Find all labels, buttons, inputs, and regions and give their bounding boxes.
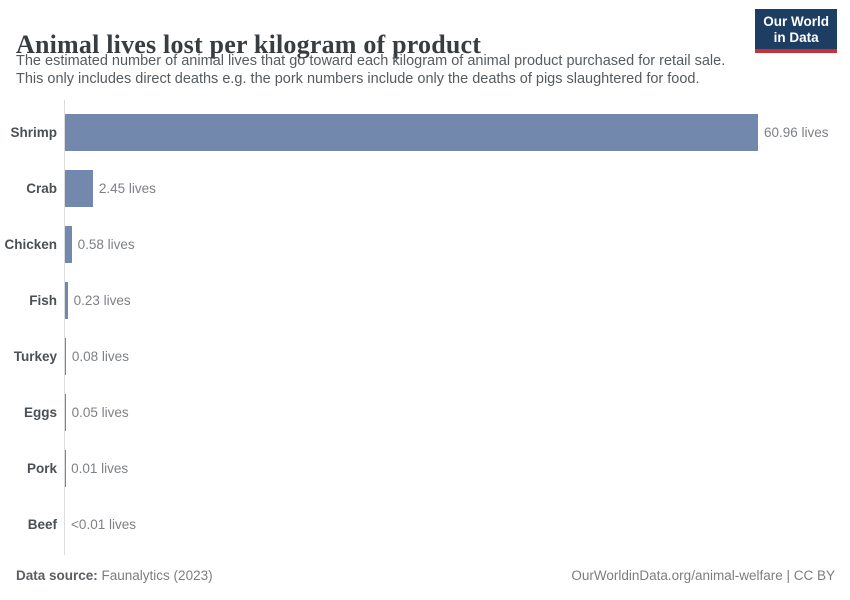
bar-row: Pork 0.01 lives — [0, 440, 850, 496]
bar-rows: Shrimp 60.96 lives Crab 2.45 lives Chick… — [0, 104, 850, 552]
chart-footer: Data source: Faunalytics (2023) OurWorld… — [16, 568, 835, 583]
bar[interactable] — [65, 169, 93, 207]
category-label: Pork — [26, 460, 57, 476]
bar-track: 0.05 lives — [64, 384, 850, 440]
data-source-label: Data source: — [16, 568, 98, 583]
bar-value-label: 2.45 lives — [98, 180, 156, 196]
data-source: Data source: Faunalytics (2023) — [16, 568, 213, 583]
bar-chart: Shrimp 60.96 lives Crab 2.45 lives Chick… — [0, 100, 850, 555]
bar-track: 0.01 lives — [64, 440, 850, 496]
bar-row: Fish 0.23 lives — [0, 272, 850, 328]
bar-track: 60.96 lives — [64, 104, 850, 160]
bar-value-label: 0.08 lives — [71, 348, 129, 364]
data-source-value: Faunalytics (2023) — [97, 568, 213, 583]
bar-value-label: 0.05 lives — [71, 404, 129, 420]
credit-link[interactable]: OurWorldinData.org/animal-welfare | CC B… — [571, 568, 835, 583]
category-label: Fish — [29, 292, 57, 308]
bar-row: Beef <0.01 lives — [0, 496, 850, 552]
owid-logo-line1: Our World — [763, 14, 829, 29]
bar[interactable] — [65, 337, 66, 375]
bar-track: 0.23 lives — [64, 272, 850, 328]
bar[interactable] — [65, 281, 68, 319]
bar[interactable] — [65, 113, 758, 151]
bar-track: 0.08 lives — [64, 328, 850, 384]
bar-track: 0.58 lives — [64, 216, 850, 272]
bar-value-label: 0.01 lives — [71, 460, 129, 476]
owid-logo[interactable]: Our World in Data — [755, 9, 837, 53]
chart-subtitle: The estimated number of animal lives tha… — [16, 53, 725, 88]
y-axis-line — [64, 100, 65, 555]
bar-value-label: <0.01 lives — [71, 516, 136, 532]
bar-value-label: 60.96 lives — [764, 124, 829, 140]
page-title: Animal lives lost per kilogram of produc… — [16, 30, 482, 60]
bar-track: <0.01 lives — [64, 496, 850, 552]
bar-row: Chicken 0.58 lives — [0, 216, 850, 272]
bar-value-label: 0.58 lives — [77, 236, 135, 252]
bar-row: Turkey 0.08 lives — [0, 328, 850, 384]
chart-subtitle-line1: The estimated number of animal lives tha… — [16, 53, 726, 69]
chart-subtitle-line2: This only includes direct deaths e.g. th… — [16, 70, 700, 87]
owid-logo-line2: in Data — [773, 29, 819, 45]
bar-track: 2.45 lives — [64, 160, 850, 216]
bar[interactable] — [65, 393, 66, 431]
bar[interactable] — [65, 225, 72, 263]
category-label: Shrimp — [10, 124, 57, 140]
category-label: Eggs — [23, 404, 57, 420]
category-label: Chicken — [4, 236, 57, 252]
category-label: Crab — [26, 180, 57, 196]
category-label: Turkey — [13, 348, 57, 364]
category-label: Beef — [27, 516, 57, 532]
bar-row: Eggs 0.05 lives — [0, 384, 850, 440]
bar-value-label: 0.23 lives — [73, 292, 131, 308]
bar-row: Crab 2.45 lives — [0, 160, 850, 216]
bar-row: Shrimp 60.96 lives — [0, 104, 850, 160]
